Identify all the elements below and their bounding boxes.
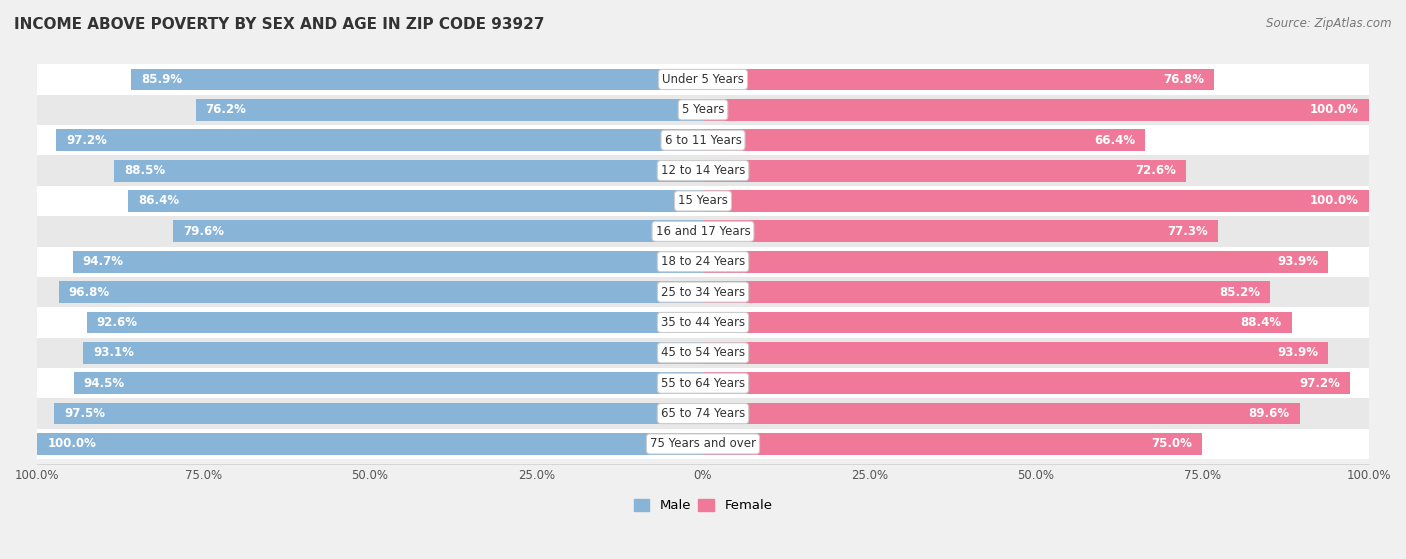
Text: 86.4%: 86.4% bbox=[138, 195, 179, 207]
Text: 18 to 24 Years: 18 to 24 Years bbox=[661, 255, 745, 268]
Bar bbox=[703, 160, 1187, 182]
Text: Source: ZipAtlas.com: Source: ZipAtlas.com bbox=[1267, 17, 1392, 30]
Bar bbox=[703, 342, 1329, 364]
Bar bbox=[37, 247, 1369, 277]
Text: 76.2%: 76.2% bbox=[205, 103, 246, 116]
Bar bbox=[703, 402, 1299, 424]
Bar bbox=[131, 69, 703, 91]
Text: 88.5%: 88.5% bbox=[124, 164, 165, 177]
Bar bbox=[59, 281, 703, 303]
Bar bbox=[128, 190, 703, 212]
Text: 93.9%: 93.9% bbox=[1277, 255, 1319, 268]
Text: 45 to 54 Years: 45 to 54 Years bbox=[661, 347, 745, 359]
Text: 76.8%: 76.8% bbox=[1163, 73, 1205, 86]
Legend: Male, Female: Male, Female bbox=[628, 494, 778, 518]
Bar bbox=[87, 311, 703, 333]
Text: 25 to 34 Years: 25 to 34 Years bbox=[661, 286, 745, 299]
Bar bbox=[37, 155, 1369, 186]
Bar bbox=[173, 220, 703, 242]
Text: 85.9%: 85.9% bbox=[141, 73, 183, 86]
Bar bbox=[703, 311, 1292, 333]
Bar bbox=[703, 99, 1369, 121]
Bar bbox=[53, 402, 703, 424]
Text: 72.6%: 72.6% bbox=[1136, 164, 1177, 177]
Bar bbox=[37, 216, 1369, 247]
Bar bbox=[75, 372, 703, 394]
Text: 75 Years and over: 75 Years and over bbox=[650, 438, 756, 451]
Text: 100.0%: 100.0% bbox=[1310, 103, 1358, 116]
Text: 55 to 64 Years: 55 to 64 Years bbox=[661, 377, 745, 390]
Bar bbox=[703, 372, 1350, 394]
Text: 66.4%: 66.4% bbox=[1094, 134, 1135, 146]
Bar bbox=[703, 129, 1144, 151]
Text: 97.5%: 97.5% bbox=[63, 407, 105, 420]
Text: 35 to 44 Years: 35 to 44 Years bbox=[661, 316, 745, 329]
Bar bbox=[703, 69, 1215, 91]
Text: 92.6%: 92.6% bbox=[97, 316, 138, 329]
Text: 16 and 17 Years: 16 and 17 Years bbox=[655, 225, 751, 238]
Text: 96.8%: 96.8% bbox=[69, 286, 110, 299]
Text: INCOME ABOVE POVERTY BY SEX AND AGE IN ZIP CODE 93927: INCOME ABOVE POVERTY BY SEX AND AGE IN Z… bbox=[14, 17, 544, 32]
Bar bbox=[703, 281, 1270, 303]
Bar bbox=[37, 338, 1369, 368]
Text: 93.1%: 93.1% bbox=[93, 347, 134, 359]
Text: 75.0%: 75.0% bbox=[1152, 438, 1192, 451]
Bar bbox=[73, 251, 703, 273]
Text: 100.0%: 100.0% bbox=[48, 438, 96, 451]
Text: 97.2%: 97.2% bbox=[66, 134, 107, 146]
Bar bbox=[37, 94, 1369, 125]
Text: Under 5 Years: Under 5 Years bbox=[662, 73, 744, 86]
Bar bbox=[703, 433, 1202, 455]
Bar bbox=[37, 399, 1369, 429]
Text: 94.7%: 94.7% bbox=[83, 255, 124, 268]
Text: 94.5%: 94.5% bbox=[84, 377, 125, 390]
Text: 93.9%: 93.9% bbox=[1277, 347, 1319, 359]
Bar bbox=[37, 433, 703, 455]
Text: 88.4%: 88.4% bbox=[1240, 316, 1281, 329]
Bar bbox=[56, 129, 703, 151]
Bar bbox=[37, 125, 1369, 155]
Text: 97.2%: 97.2% bbox=[1299, 377, 1340, 390]
Bar bbox=[114, 160, 703, 182]
Text: 85.2%: 85.2% bbox=[1219, 286, 1260, 299]
Bar bbox=[703, 251, 1329, 273]
Text: 79.6%: 79.6% bbox=[183, 225, 224, 238]
Bar bbox=[703, 190, 1369, 212]
Bar bbox=[37, 429, 1369, 459]
Text: 89.6%: 89.6% bbox=[1249, 407, 1289, 420]
Bar bbox=[37, 64, 1369, 94]
Bar bbox=[37, 277, 1369, 307]
Text: 6 to 11 Years: 6 to 11 Years bbox=[665, 134, 741, 146]
Text: 77.3%: 77.3% bbox=[1167, 225, 1208, 238]
Text: 100.0%: 100.0% bbox=[1310, 195, 1358, 207]
Text: 5 Years: 5 Years bbox=[682, 103, 724, 116]
Bar bbox=[195, 99, 703, 121]
Bar bbox=[83, 342, 703, 364]
Bar bbox=[37, 368, 1369, 399]
Text: 12 to 14 Years: 12 to 14 Years bbox=[661, 164, 745, 177]
Text: 65 to 74 Years: 65 to 74 Years bbox=[661, 407, 745, 420]
Bar bbox=[703, 220, 1218, 242]
Text: 15 Years: 15 Years bbox=[678, 195, 728, 207]
Bar bbox=[37, 186, 1369, 216]
Bar bbox=[37, 307, 1369, 338]
